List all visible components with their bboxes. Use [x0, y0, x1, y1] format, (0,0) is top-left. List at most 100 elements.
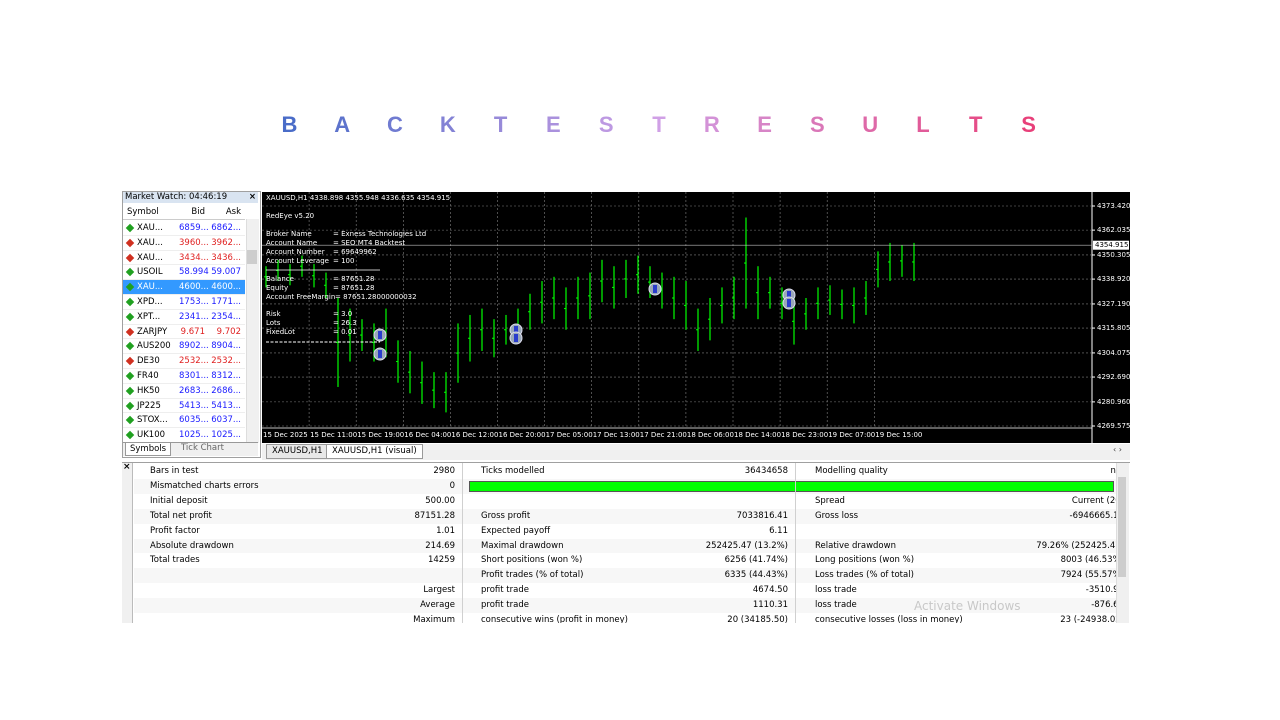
- symbol-name: DE30: [137, 356, 160, 367]
- scroll-arrows: ‹ ›: [1113, 445, 1122, 454]
- info-label: Equity: [266, 284, 288, 292]
- report-value: Average: [420, 600, 455, 611]
- direction-icon: [125, 327, 135, 336]
- report-row: Profit trades (% of total) 6335 (44.43%) L…: [134, 568, 1124, 585]
- ask-price: 9.702: [216, 326, 241, 337]
- report-label: Maximal drawdown: [481, 540, 564, 551]
- ask-price: 2686...: [211, 385, 241, 396]
- ask-price: 8312...: [211, 371, 241, 381]
- title-letter: R: [703, 112, 720, 137]
- symbol-row[interactable]: AUS200 8902... 8904...: [123, 339, 245, 355]
- report-value: Maximum: [413, 615, 455, 623]
- title-letter: C: [387, 112, 403, 137]
- report-label: Modelling quality: [815, 466, 888, 476]
- bid-price: 2532...: [179, 356, 209, 367]
- bid-price: 6035...: [179, 415, 209, 426]
- close-button[interactable]: ×: [123, 462, 131, 472]
- report-row: Bars in test 2980 Ticks modelled 36434658 Mo…: [134, 464, 1124, 480]
- ask-price: 6862...: [211, 223, 241, 233]
- info-label: Account Name: [266, 239, 317, 247]
- column-header[interactable]: Symbol: [127, 207, 159, 217]
- report-label: Gross loss: [815, 510, 859, 521]
- report-value: Largest: [423, 585, 455, 596]
- expert-name: RedEye v5.20: [266, 212, 314, 220]
- info-value: = 87651.28: [333, 275, 375, 283]
- title-letter: S: [1021, 112, 1036, 137]
- report-label: Short positions (won %): [481, 555, 583, 566]
- report-label: consecutive losses (loss in money): [815, 615, 963, 623]
- info-label: Account Leverage: [266, 257, 329, 265]
- direction-icon: [125, 312, 135, 322]
- report-value: 6.11: [769, 525, 788, 536]
- report-label: Mismatched charts errors: [150, 480, 259, 491]
- bid-price: 58.994: [179, 267, 209, 278]
- y-tick-label: 4292.690: [1097, 373, 1130, 381]
- symbol-row[interactable]: ZARJPY 9.671 9.702: [123, 324, 245, 340]
- symbol-row[interactable]: FR40 8301... 8312...: [123, 369, 245, 384]
- report-label: Profit trades (% of total): [481, 570, 584, 581]
- x-tick-label: 17 Dec 21:00: [640, 431, 687, 439]
- symbol-row[interactable]: JP225 5413... 5413...: [123, 398, 245, 414]
- direction-icon: [125, 282, 135, 292]
- y-tick-label: 4315.805: [1097, 324, 1130, 332]
- info-value: = SEO MT4 Backtest: [333, 239, 405, 247]
- report-label: Gross profit: [481, 510, 531, 521]
- symbol-row[interactable]: HK50 2683... 2686...: [123, 383, 245, 399]
- symbol-row[interactable]: XAU... 6859... 6862...: [123, 221, 245, 236]
- tab[interactable]: Symbols: [125, 442, 172, 456]
- x-tick-label: 16 Dec 12:00: [451, 431, 498, 439]
- title-letter: S: [598, 112, 614, 137]
- symbol-name: HK50: [137, 385, 160, 396]
- y-tick-label: 4350.305: [1097, 251, 1130, 259]
- scroll-thumb: [1118, 477, 1126, 577]
- ask-price: 4600...: [211, 282, 241, 293]
- title-letter: B: [281, 112, 298, 137]
- report-row: Maximum consecutive wins (profit in money…: [134, 613, 1124, 623]
- tab[interactable]: Tick Chart: [181, 443, 224, 453]
- report-divider: [462, 463, 463, 623]
- report-value: 23 (-24938.02): [1060, 615, 1124, 623]
- bid-price: 1025...: [179, 430, 209, 441]
- symbol-row[interactable]: XAU... 3434... 3436...: [123, 250, 245, 266]
- bid-price: 3960...: [179, 237, 209, 248]
- symbol-name: AUS200: [137, 341, 171, 352]
- report-row: Total net profit 87151.28 Gross profit 7033…: [134, 508, 1124, 525]
- scrollbar: [246, 219, 259, 443]
- report-value: 252425.47 (13.2%): [705, 540, 788, 551]
- y-tick-label: 4269.575: [1097, 422, 1130, 430]
- info-value: = 0.01: [333, 328, 357, 336]
- direction-icon: [125, 386, 135, 396]
- direction-icon: [125, 371, 135, 381]
- info-value: = 26.3: [333, 319, 357, 327]
- chart-tab[interactable]: XAUUSD,H1: [266, 444, 329, 459]
- column-header[interactable]: Bid: [191, 207, 205, 217]
- title-letter: T: [493, 112, 508, 137]
- direction-icon: [125, 416, 135, 425]
- report-label: loss trade: [815, 585, 857, 596]
- symbol-row[interactable]: STOX... 6035... 6037...: [123, 413, 245, 429]
- title-letter: E: [546, 112, 561, 137]
- symbol-row[interactable]: USOIL 58.994 59.007: [123, 265, 245, 281]
- bid-price: 4600...: [179, 282, 209, 293]
- symbol-row[interactable]: XPD... 1753... 1771...: [123, 295, 245, 310]
- symbol-row[interactable]: UK100 1025... 1025...: [123, 428, 245, 443]
- close-button[interactable]: ×: [248, 192, 256, 202]
- report-value: 6256 (41.74%): [724, 555, 788, 566]
- info-value: = Exness Technologies Ltd: [333, 230, 426, 238]
- ask-price: 1025...: [211, 430, 241, 441]
- chart-tab[interactable]: XAUUSD,H1 (visual): [326, 444, 423, 459]
- symbol-row[interactable]: XPT... 2341... 2354...: [123, 309, 245, 325]
- symbol-row[interactable]: XAU... 4600... 4600...: [123, 280, 245, 295]
- report-label: Relative drawdown: [815, 540, 896, 551]
- report-row: Initial deposit 500.00 Spread Current (20): [134, 493, 1124, 510]
- symbol-row[interactable]: DE30 2532... 2532...: [123, 354, 245, 369]
- column-header[interactable]: Ask: [225, 207, 241, 217]
- x-tick-label: 17 Dec 05:00: [546, 431, 593, 439]
- title-letter: U: [862, 112, 879, 137]
- info-label: Balance: [266, 275, 294, 283]
- ask-price: 1771...: [211, 297, 241, 307]
- y-tick-label: 4327.190: [1097, 300, 1130, 308]
- symbol-name: XAU...: [137, 223, 163, 233]
- symbol-row[interactable]: XAU... 3960... 3962...: [123, 235, 245, 251]
